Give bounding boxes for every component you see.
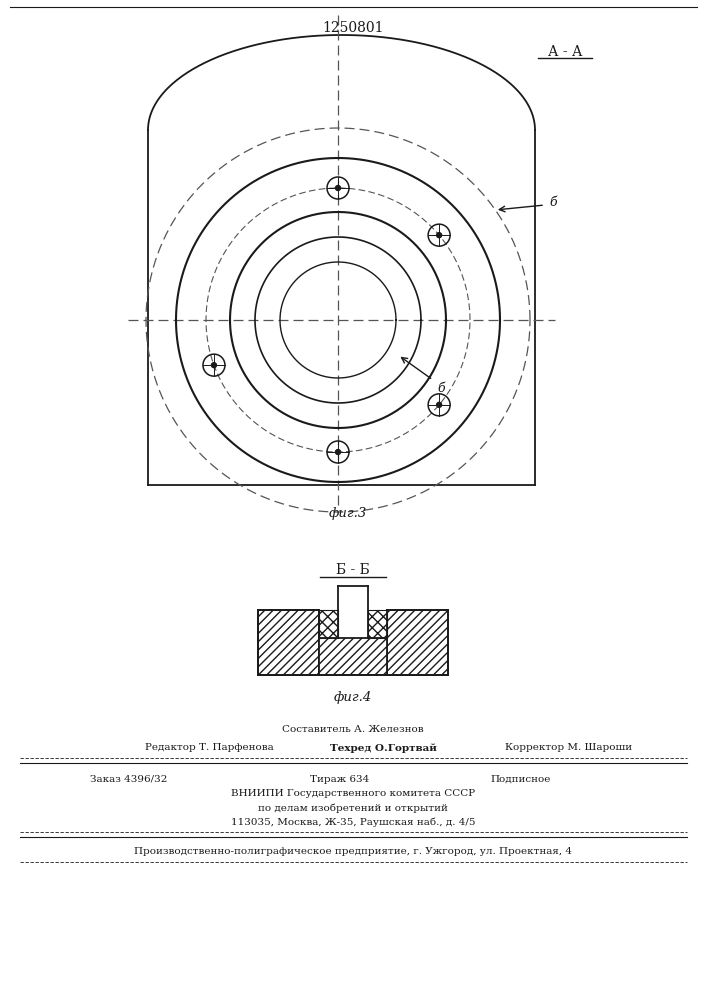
Text: Тираж 634: Тираж 634 [310, 774, 369, 784]
Text: фиг.3: фиг.3 [329, 506, 367, 520]
Bar [319, 638, 387, 675]
Text: Корректор М. Шароши: Корректор М. Шароши [505, 744, 632, 752]
Text: ВНИИПИ Государственного комитета СССР: ВНИИПИ Государственного комитета СССР [231, 790, 475, 798]
Text: А - А: А - А [548, 45, 583, 59]
Circle shape [211, 363, 216, 368]
Text: Техред О.Гортвай: Техред О.Гортвай [330, 743, 437, 753]
Circle shape [336, 186, 341, 190]
Circle shape [437, 402, 442, 407]
Text: 1250801: 1250801 [322, 21, 384, 35]
Text: Б - Б: Б - Б [336, 563, 370, 577]
Text: 113035, Москва, Ж-35, Раушская наб., д. 4/5: 113035, Москва, Ж-35, Раушская наб., д. … [230, 817, 475, 827]
Text: б: б [437, 382, 445, 395]
Text: Подписное: Подписное [490, 774, 550, 784]
Text: по делам изобретений и открытий: по делам изобретений и открытий [258, 803, 448, 813]
Bar [368, 610, 387, 638]
Text: Составитель А. Железнов: Составитель А. Железнов [282, 726, 423, 734]
Bar [387, 610, 448, 675]
Text: б: б [549, 196, 556, 210]
Text: Редактор Т. Парфенова: Редактор Т. Парфенова [145, 744, 274, 752]
Circle shape [437, 233, 442, 238]
Text: Заказ 4396/32: Заказ 4396/32 [90, 774, 168, 784]
Bar [319, 610, 338, 638]
Text: Производственно-полиграфическое предприятие, г. Ужгород, ул. Проектная, 4: Производственно-полиграфическое предприя… [134, 848, 572, 856]
Bar [258, 610, 319, 675]
Text: фиг.4: фиг.4 [334, 690, 372, 704]
Circle shape [336, 450, 341, 454]
